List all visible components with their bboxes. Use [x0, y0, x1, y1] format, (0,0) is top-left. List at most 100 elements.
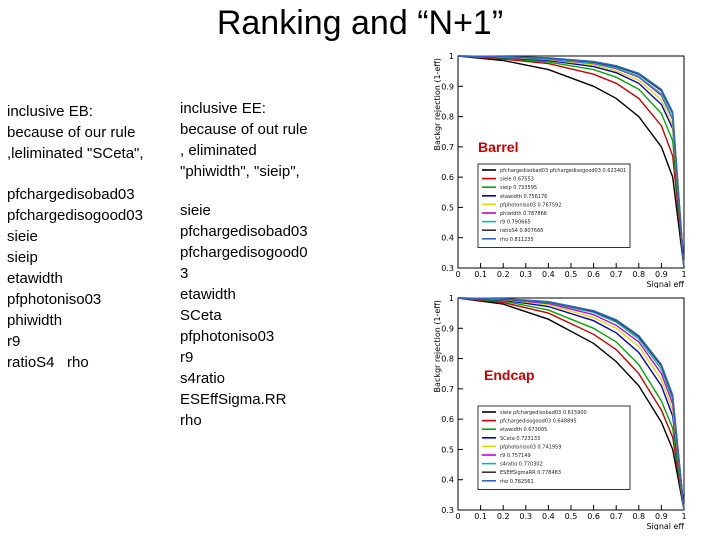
legend-label: pfphotoniso03 0.741959: [500, 444, 561, 450]
roc-curve: [457, 55, 685, 269]
x-tick-label: 0.3: [519, 270, 532, 279]
y-tick-label: 0.3: [441, 264, 454, 273]
legend-label: ratioS4 0.807666: [500, 228, 543, 234]
ee-heading: inclusive EE: because of out rule , elim…: [180, 98, 340, 182]
x-tick-label: 0.1: [474, 270, 487, 279]
eb-variable: etawidth: [7, 270, 63, 287]
ee-heading-line: , eliminated: [180, 142, 257, 159]
ee-variable: ESEffSigma.RR: [180, 391, 287, 408]
y-tick-label: 0.7: [441, 143, 454, 152]
ee-variable: pfchargedisogood0: [180, 244, 308, 261]
eb-heading-line: because of our rule: [7, 124, 136, 141]
y-tick-label: 0.5: [441, 445, 454, 454]
y-tick-label: 0.9: [441, 324, 454, 333]
ee-variable: r9: [180, 349, 194, 366]
ee-variable: etawidth: [180, 286, 236, 303]
y-tick-label: 0.3: [441, 506, 454, 515]
roc-curve: [457, 297, 685, 511]
x-tick-label: 0: [455, 512, 460, 521]
eb-column: inclusive EB: because of our rule ,lelim…: [7, 101, 172, 373]
roc-curve: [457, 55, 685, 269]
y-tick-label: 0.4: [441, 234, 454, 243]
roc-curve: [457, 297, 685, 511]
x-tick-label: 0.7: [610, 270, 623, 279]
x-tick-label: 0.6: [587, 512, 600, 521]
legend-label: etawidth 0.673005: [500, 427, 547, 433]
y-tick-label: 0.6: [441, 173, 454, 182]
x-tick-label: 1: [681, 270, 686, 279]
slide-title: Ranking and “N+1”: [216, 4, 504, 42]
ee-column: inclusive EE: because of out rule , elim…: [180, 98, 340, 431]
y-axis-label: Backgr rejection (1-eff): [433, 300, 442, 392]
legend-label: rho 0.782561: [500, 479, 534, 485]
eb-variable: pfchargedisobad03: [7, 186, 135, 203]
legend-label: sieip 0.733595: [500, 185, 537, 191]
eb-variable: phiwidth: [7, 312, 63, 329]
ee-variable: pfphotoniso03: [180, 328, 275, 345]
ee-variable: SCeta: [180, 307, 222, 324]
eb-variable: pfchargedisogood03: [7, 207, 143, 224]
region-label: Barrel: [478, 139, 518, 155]
ee-variable: sieie: [180, 202, 211, 219]
x-tick-label: 0: [455, 270, 460, 279]
y-tick-label: 0.6: [441, 415, 454, 424]
eb-heading: inclusive EB: because of our rule ,lelim…: [7, 101, 172, 164]
eb-variable-list: pfchargedisobad03 pfchargedisogood03 sie…: [7, 184, 172, 373]
y-tick-label: 0.8: [441, 113, 454, 122]
x-axis-label: Signal eff: [646, 522, 684, 530]
x-tick-label: 0.8: [632, 270, 645, 279]
x-tick-label: 0.7: [610, 512, 623, 521]
x-tick-label: 0.2: [497, 270, 510, 279]
y-tick-label: 0.4: [441, 476, 454, 485]
eb-variable: r9: [7, 333, 21, 350]
ee-heading-line: inclusive EE:: [180, 100, 266, 117]
roc-curve: [457, 297, 685, 511]
ee-heading-line: "phiwidth", "sieip",: [180, 163, 300, 180]
ee-variable: rho: [180, 412, 202, 429]
x-tick-label: 0.5: [565, 512, 578, 521]
x-tick-label: 0.9: [655, 270, 668, 279]
y-tick-label: 0.7: [441, 385, 454, 394]
x-tick-label: 0.2: [497, 512, 510, 521]
ee-variable: s4ratio: [180, 370, 226, 387]
ee-variable-list: sieie pfchargedisobad03 pfchargedisogood…: [180, 200, 340, 431]
eb-heading-line: ,leliminated "SCeta",: [7, 145, 144, 162]
legend-label: r9 0.757149: [500, 453, 531, 459]
y-tick-label: 1: [449, 52, 454, 61]
legend-label: phiwidth 0.787866: [500, 211, 547, 217]
x-tick-label: 0.3: [519, 512, 532, 521]
eb-heading-line: inclusive EB:: [7, 103, 93, 120]
endcap-roc-plot: 0.3 0.4 0.5 0.6 0.7 0.8 0.9 1 0 0.1 0.2 0.3 0.4 0.5 0.…: [428, 290, 692, 530]
legend-label: pfchargedisobad03 pfchargedisogood03 0.6…: [500, 168, 626, 174]
legend-label: s4ratio 0.770302: [500, 462, 543, 468]
x-tick-label: 0.4: [542, 270, 555, 279]
x-axis-label: Signal eff: [646, 280, 684, 288]
roc-curve: [457, 55, 685, 269]
y-tick-label: 0.8: [441, 355, 454, 364]
y-tick-label: 0.9: [441, 82, 454, 91]
legend-label: pfphotoniso03 0.767592: [500, 202, 561, 208]
y-tick-label: 0.5: [441, 203, 454, 212]
legend-label: rho 0.811235: [500, 237, 534, 243]
x-tick-label: 0.9: [655, 512, 668, 521]
legend-label: SCeta 0.723133: [500, 436, 540, 442]
legend-label: etawidth 0.756176: [500, 194, 547, 200]
eb-variable: pfphotoniso03: [7, 291, 102, 308]
eb-variable: ratioS4 rho: [7, 354, 89, 371]
legend-box: [477, 163, 631, 248]
x-tick-label: 0.4: [542, 512, 555, 521]
legend-label: sieie 0.67553: [500, 177, 534, 183]
eb-variable: sieie: [7, 228, 38, 245]
x-tick-label: 0.6: [587, 270, 600, 279]
x-tick-label: 0.5: [565, 270, 578, 279]
ee-heading-line: because of out rule: [180, 121, 308, 138]
region-label: Endcap: [484, 367, 535, 383]
ee-variable: 3: [180, 265, 189, 282]
ee-variable: pfchargedisobad03: [180, 223, 308, 240]
x-tick-label: 0.1: [474, 512, 487, 521]
legend-label: ESEffSigmaRR 0.778483: [500, 470, 561, 476]
legend-label: r9 0.790665: [500, 220, 531, 226]
legend-box: [477, 405, 631, 490]
eb-variable: sieip: [7, 249, 38, 266]
roc-curve: [457, 55, 685, 269]
